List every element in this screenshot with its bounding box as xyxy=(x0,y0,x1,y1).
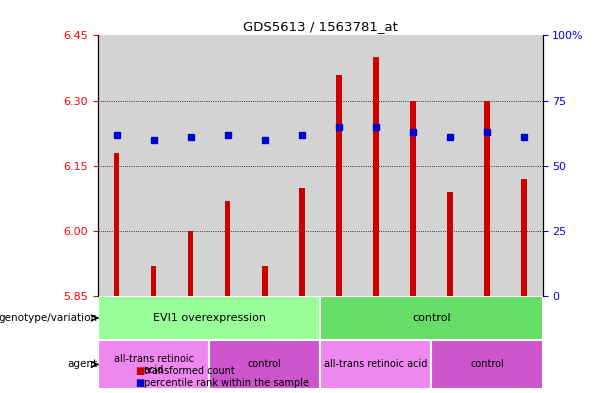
Text: EVI1 overexpression: EVI1 overexpression xyxy=(153,313,265,323)
Bar xyxy=(484,101,490,296)
Text: control: control xyxy=(470,360,504,369)
Bar xyxy=(151,266,156,296)
Text: ■: ■ xyxy=(135,366,144,376)
Text: all-trans retinoic acid: all-trans retinoic acid xyxy=(324,360,427,369)
Bar xyxy=(98,340,209,389)
Bar xyxy=(246,35,283,296)
Bar xyxy=(320,296,543,340)
Bar xyxy=(432,340,543,389)
Bar xyxy=(468,35,506,296)
Bar xyxy=(135,35,172,296)
Text: genotype/variation: genotype/variation xyxy=(0,313,97,323)
Bar xyxy=(283,35,320,296)
Bar xyxy=(336,75,341,296)
Bar xyxy=(373,57,379,296)
Bar xyxy=(209,340,320,389)
Bar xyxy=(320,35,357,296)
Text: ■: ■ xyxy=(135,378,144,388)
Bar xyxy=(447,192,452,296)
Bar xyxy=(209,35,246,296)
Bar xyxy=(98,35,135,296)
Text: transformed count: transformed count xyxy=(144,366,235,376)
Bar xyxy=(172,35,209,296)
Bar xyxy=(506,35,543,296)
Bar xyxy=(394,35,432,296)
Text: control: control xyxy=(412,313,451,323)
Bar xyxy=(114,153,120,296)
Text: agent: agent xyxy=(67,360,97,369)
Bar xyxy=(262,266,267,296)
Bar xyxy=(188,231,194,296)
Text: percentile rank within the sample: percentile rank within the sample xyxy=(144,378,309,388)
Title: GDS5613 / 1563781_at: GDS5613 / 1563781_at xyxy=(243,20,398,33)
Bar xyxy=(521,179,527,296)
Bar xyxy=(410,101,416,296)
Bar xyxy=(320,340,432,389)
Text: all-trans retinoic
acid: all-trans retinoic acid xyxy=(113,354,194,375)
Bar xyxy=(299,187,305,296)
Bar xyxy=(357,35,394,296)
Text: control: control xyxy=(248,360,281,369)
Bar xyxy=(98,296,320,340)
Bar xyxy=(432,35,468,296)
Bar xyxy=(225,200,230,296)
